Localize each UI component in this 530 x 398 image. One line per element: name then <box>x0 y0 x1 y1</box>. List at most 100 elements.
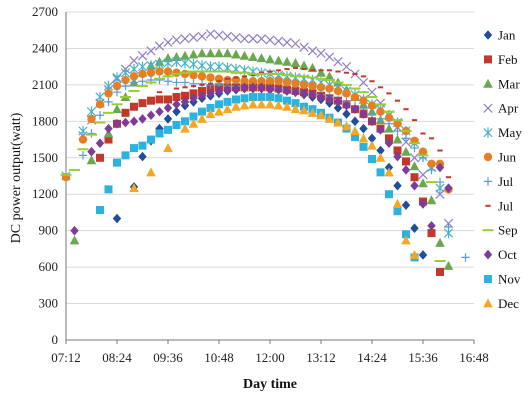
legend-entry: Nov <box>484 272 521 287</box>
legend-marker <box>484 55 492 64</box>
series-jul <box>156 66 452 179</box>
y-tick-label: 300 <box>39 296 59 311</box>
data-point <box>95 138 105 148</box>
data-point <box>180 34 190 44</box>
data-point <box>239 50 250 60</box>
data-point <box>341 62 352 72</box>
data-point <box>427 221 436 231</box>
data-point <box>359 109 368 119</box>
data-point <box>410 223 419 234</box>
data-point <box>316 67 326 77</box>
data-point <box>205 48 216 58</box>
data-point <box>248 82 258 93</box>
data-point <box>163 143 173 153</box>
data-point <box>308 89 317 100</box>
data-point <box>197 79 207 88</box>
data-point <box>129 183 139 193</box>
y-axis-title: DC power output(watt) <box>9 112 24 243</box>
y-tick-label: 0 <box>52 332 59 347</box>
data-point <box>95 100 105 109</box>
data-point <box>299 60 309 70</box>
y-tick-label: 2400 <box>32 40 58 55</box>
data-point <box>283 96 291 105</box>
data-point <box>291 79 300 88</box>
legend-entry: Jul <box>485 198 514 213</box>
data-point <box>290 58 301 68</box>
data-point <box>137 51 148 61</box>
data-point <box>333 86 343 96</box>
data-point <box>427 229 436 238</box>
data-point <box>197 31 207 41</box>
data-point <box>197 60 207 71</box>
data-point <box>240 82 249 93</box>
data-point <box>164 125 172 134</box>
data-point <box>96 206 104 215</box>
data-point <box>290 104 301 114</box>
data-point <box>393 180 402 191</box>
data-point <box>121 151 130 160</box>
data-point <box>418 199 428 209</box>
data-point <box>104 135 113 144</box>
data-point <box>104 89 113 98</box>
data-point <box>333 57 343 67</box>
data-point <box>392 198 403 208</box>
data-point <box>181 117 189 126</box>
data-point <box>70 225 79 236</box>
data-point <box>231 101 241 111</box>
data-point <box>239 34 250 44</box>
x-tick-label: 07:12 <box>51 350 81 365</box>
data-point <box>282 101 292 111</box>
data-point <box>401 165 411 175</box>
data-point <box>181 91 189 100</box>
series-mar <box>69 48 454 270</box>
data-point <box>146 167 156 177</box>
legend-label: Jul <box>498 198 514 213</box>
data-point <box>104 97 113 107</box>
data-point <box>342 89 351 98</box>
data-point <box>256 99 267 109</box>
data-point <box>112 72 122 83</box>
data-point <box>205 29 216 39</box>
legend-entry: Feb <box>484 52 518 67</box>
data-point <box>138 77 147 86</box>
data-point <box>172 99 181 110</box>
data-point <box>222 104 233 114</box>
data-point <box>291 87 300 97</box>
data-point <box>324 52 335 62</box>
data-point <box>232 95 240 104</box>
y-tick-label: 1800 <box>32 113 58 128</box>
data-point <box>130 144 138 153</box>
legend-entry: Jan <box>483 28 516 43</box>
data-point <box>129 78 139 87</box>
data-point <box>138 151 147 162</box>
data-point <box>443 260 454 270</box>
data-point <box>155 106 164 117</box>
data-point <box>393 207 402 216</box>
y-tick-label: 1500 <box>32 150 58 165</box>
data-point <box>351 133 359 142</box>
data-point <box>402 230 410 239</box>
data-point <box>197 72 207 81</box>
data-point <box>189 93 198 104</box>
data-point <box>384 167 394 177</box>
data-point <box>266 93 274 102</box>
data-point <box>273 55 284 65</box>
data-point <box>367 101 377 110</box>
x-axis-title: Day time <box>243 377 297 392</box>
data-point <box>392 134 403 144</box>
data-point <box>273 36 284 46</box>
data-point <box>299 42 309 52</box>
data-point <box>180 69 190 79</box>
data-point <box>282 86 292 96</box>
data-point <box>350 126 360 136</box>
data-point <box>350 104 360 114</box>
data-point <box>121 108 130 117</box>
data-point <box>265 99 275 109</box>
data-point <box>87 114 96 124</box>
data-point <box>172 120 181 129</box>
data-point <box>316 92 326 102</box>
data-point <box>368 154 376 163</box>
data-point <box>222 31 233 41</box>
data-point <box>350 92 360 102</box>
data-point <box>384 113 394 122</box>
